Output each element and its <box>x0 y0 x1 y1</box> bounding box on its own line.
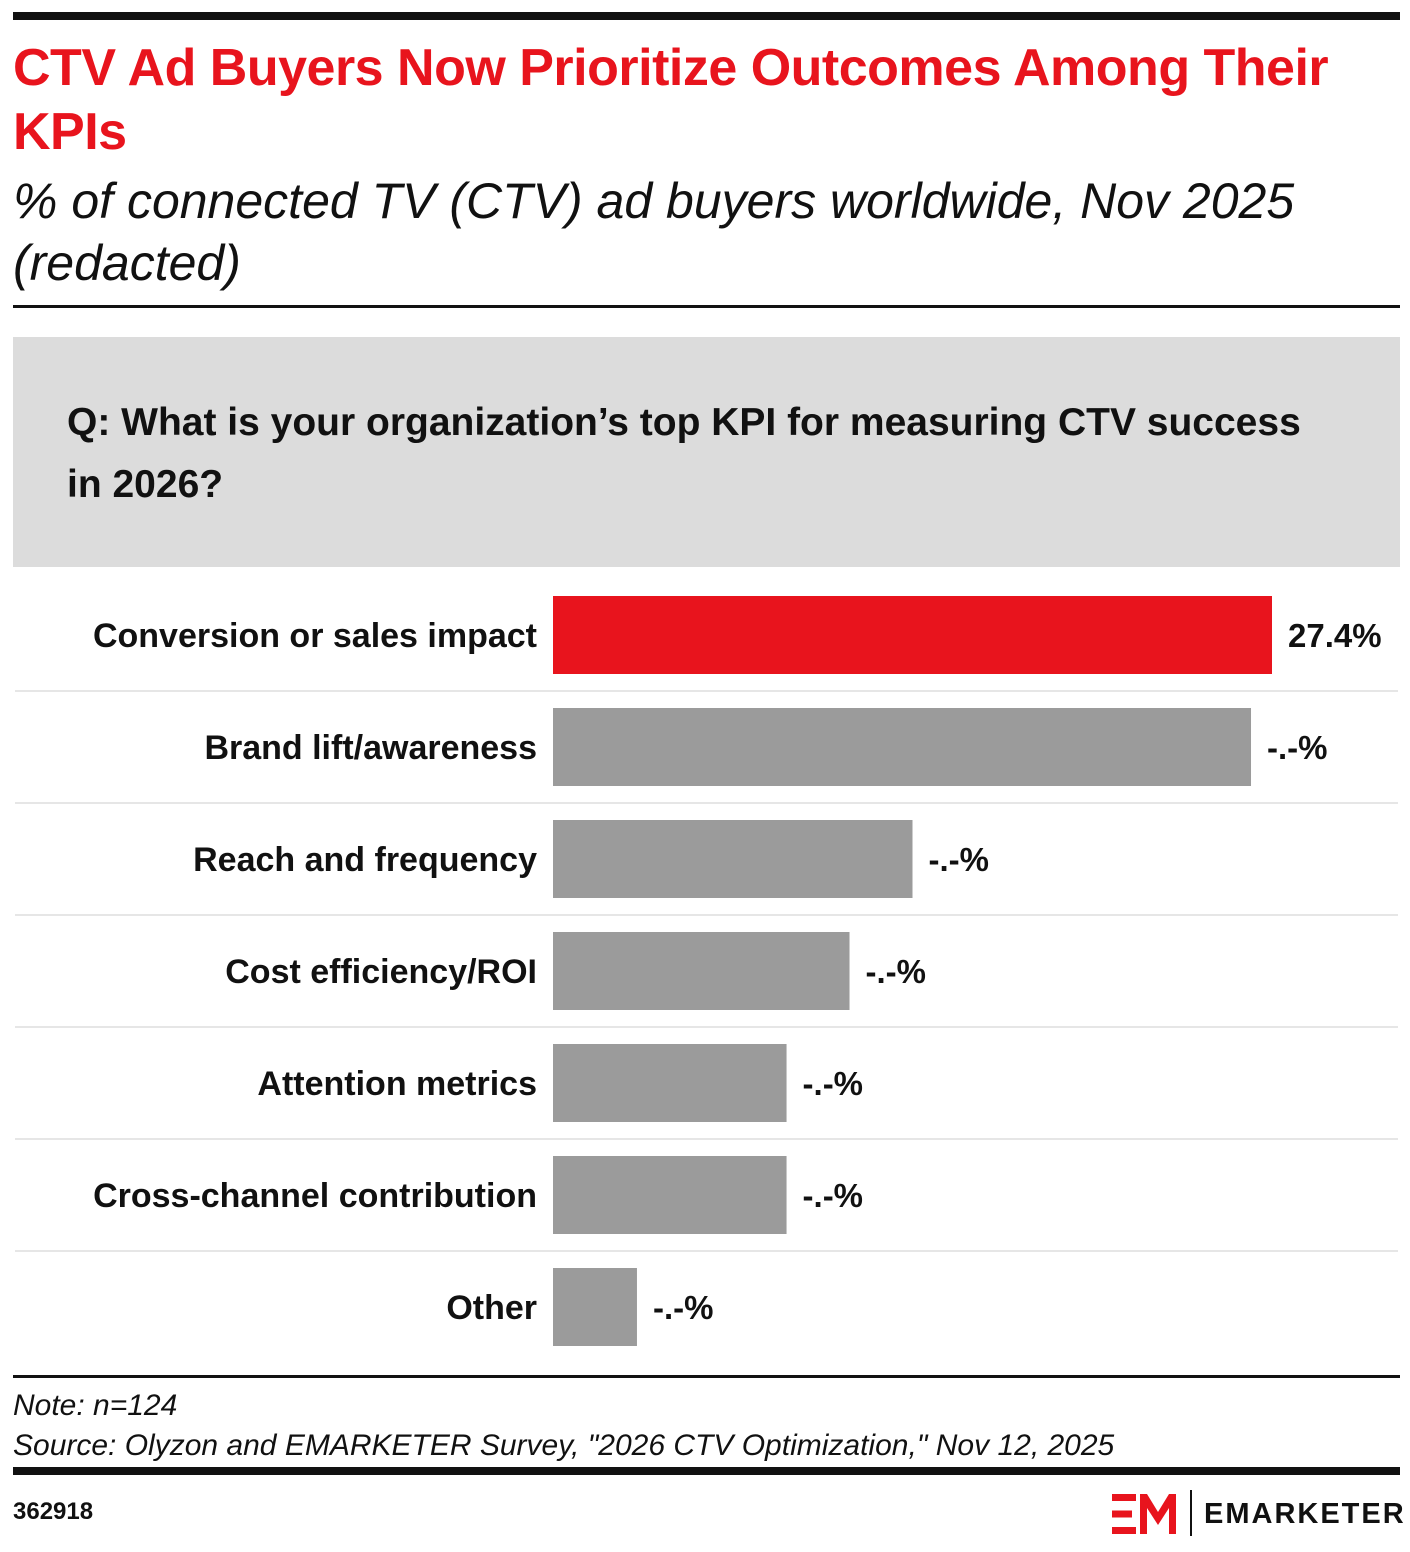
brand-name: EMARKETER <box>1204 1498 1406 1530</box>
bar <box>553 1268 637 1346</box>
bar <box>553 820 913 898</box>
category-label: Cost efficiency/ROI <box>225 953 537 991</box>
row-separator <box>15 802 1398 804</box>
category-label: Reach and frequency <box>193 841 537 879</box>
category-label: Conversion or sales impact <box>93 617 537 655</box>
row-separator <box>15 1138 1398 1140</box>
value-label: -.-% <box>1267 729 1328 766</box>
value-label: 27.4% <box>1288 617 1382 654</box>
survey-question: Q: What is your organization’s top KPI f… <box>67 401 1301 506</box>
question-box: Q: What is your organization’s top KPI f… <box>13 337 1400 567</box>
chart-title: CTV Ad Buyers Now Prioritize Outcomes Am… <box>13 39 1329 161</box>
category-label: Attention metrics <box>257 1065 537 1103</box>
chart-note: Note: n=124 <box>13 1389 178 1422</box>
bar <box>553 708 1252 786</box>
bar <box>553 1044 787 1122</box>
chart-source: Source: Olyzon and EMARKETER Survey, "20… <box>13 1429 1115 1462</box>
emarketer-logo[interactable]: EMARKETER <box>1112 1488 1404 1542</box>
chart-id: 362918 <box>13 1498 94 1525</box>
bar <box>553 932 850 1010</box>
logo-divider <box>1190 1490 1192 1536</box>
value-label: -.-% <box>803 1177 864 1214</box>
row-separator <box>15 914 1398 916</box>
value-label: -.-% <box>929 841 990 878</box>
chart-subtitle: % of connected TV (CTV) ad buyers worldw… <box>13 173 1295 291</box>
bar-chart: Conversion or sales impact 27.4% Brand lif… <box>15 596 1398 1346</box>
category-label: Cross-channel contribution <box>93 1177 537 1215</box>
bar <box>553 596 1272 674</box>
notes-divider <box>13 1375 1400 1378</box>
footer-rule <box>13 1467 1400 1475</box>
row-separator <box>15 1026 1398 1028</box>
category-label: Other <box>446 1289 537 1327</box>
value-label: -.-% <box>653 1289 714 1326</box>
row-separator <box>15 690 1398 692</box>
value-label: -.-% <box>866 953 927 990</box>
category-label: Brand lift/awareness <box>204 729 537 767</box>
value-label: -.-% <box>803 1065 864 1102</box>
title-divider <box>13 305 1400 308</box>
row-separator <box>15 1250 1398 1252</box>
top-rule <box>13 12 1400 20</box>
em-logo-icon <box>1112 1494 1176 1534</box>
bar <box>553 1156 787 1234</box>
